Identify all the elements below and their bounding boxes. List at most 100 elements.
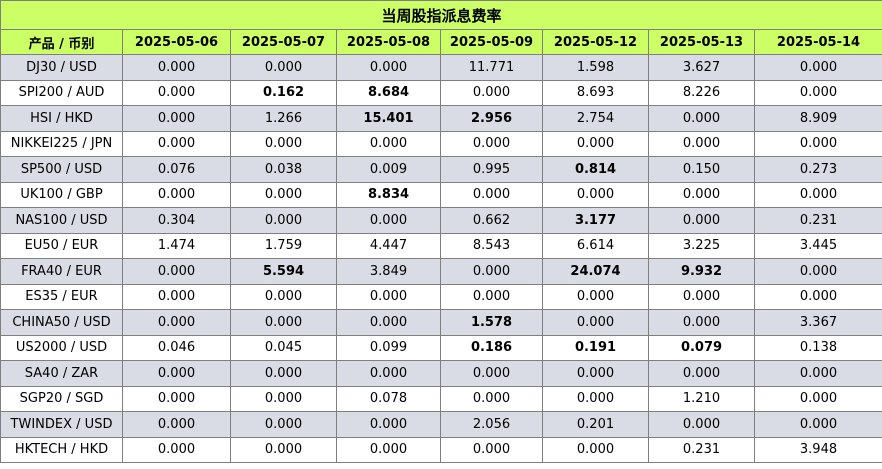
column-header-date: 2025-05-08: [336, 29, 441, 55]
rate-cell: 0.000: [122, 258, 231, 285]
product-cell: EU50 / EUR: [0, 232, 123, 259]
rate-cell: 0.000: [122, 79, 231, 106]
rate-cell: 0.000: [230, 411, 337, 438]
rate-cell: 8.684: [336, 79, 441, 106]
rate-cell: 8.909: [753, 105, 882, 132]
rate-cell: 0.000: [753, 79, 882, 106]
product-cell: NAS100 / USD: [0, 207, 123, 234]
rate-cell: 0.000: [336, 207, 441, 234]
column-header-product: 产品 / 币别: [0, 29, 123, 55]
rate-cell: 0.000: [753, 130, 882, 157]
rate-cell: 0.000: [542, 385, 649, 412]
rate-cell: 0.000: [336, 411, 441, 438]
rate-cell: 0.000: [230, 54, 337, 81]
rate-cell: 0.000: [122, 130, 231, 157]
rate-cell: 0.000: [648, 360, 755, 387]
table-row: NIKKEI225 / JPN 0.000 0.000 0.000 0.000 0.000…: [0, 130, 882, 157]
rate-cell: 3.849: [336, 258, 441, 285]
product-cell: DJ30 / USD: [0, 54, 123, 81]
rate-cell: 0.079: [648, 334, 755, 361]
rate-cell: 3.367: [753, 309, 882, 336]
table-row: FRA40 / EUR 0.000 5.594 3.849 0.000 24.074 9.9…: [0, 258, 882, 285]
rate-cell: 0.046: [122, 334, 231, 361]
rate-cell: 0.000: [542, 181, 649, 208]
table-row: UK100 / GBP 0.000 0.000 8.834 0.000 0.000 0.00…: [0, 181, 882, 208]
rate-cell: 0.000: [542, 360, 649, 387]
rate-cell: 0.000: [542, 130, 649, 157]
rate-cell: 0.231: [648, 436, 755, 463]
table-row: SPI200 / AUD 0.000 0.162 8.684 0.000 8.693 8.2…: [0, 79, 882, 106]
rate-cell: 0.995: [440, 156, 543, 183]
product-cell: HSI / HKD: [0, 105, 123, 132]
rate-cell: 0.000: [440, 436, 543, 463]
rate-cell: 2.754: [542, 105, 649, 132]
rate-cell: 0.009: [336, 156, 441, 183]
rate-cell: 0.662: [440, 207, 543, 234]
product-cell: CHINA50 / USD: [0, 309, 123, 336]
product-cell: SP500 / USD: [0, 156, 123, 183]
table-row: SGP20 / SGD 0.000 0.000 0.078 0.000 0.000 1.21…: [0, 385, 882, 412]
rate-cell: 0.000: [122, 360, 231, 387]
rate-cell: 24.074: [542, 258, 649, 285]
rate-cell: 0.000: [230, 130, 337, 157]
table-row: SP500 / USD 0.076 0.038 0.009 0.995 0.814 0.15…: [0, 156, 882, 183]
rate-cell: 0.000: [753, 411, 882, 438]
rate-cell: 0.000: [440, 283, 543, 310]
rate-cell: 0.000: [753, 360, 882, 387]
rate-cell: 0.000: [336, 54, 441, 81]
rate-cell: 3.445: [753, 232, 882, 259]
rate-cell: 0.000: [122, 385, 231, 412]
table-row: NAS100 / USD 0.304 0.000 0.000 0.662 3.177 0.0…: [0, 207, 882, 234]
table-row: ES35 / EUR 0.000 0.000 0.000 0.000 0.000 0.000…: [0, 283, 882, 310]
rate-cell: 0.000: [230, 360, 337, 387]
product-cell: SGP20 / SGD: [0, 385, 123, 412]
product-cell: ES35 / EUR: [0, 283, 123, 310]
table-row: US2000 / USD 0.046 0.045 0.099 0.186 0.191 0.0…: [0, 334, 882, 361]
rate-cell: 1.474: [122, 232, 231, 259]
rate-cell: 0.000: [440, 385, 543, 412]
rate-cell: 1.759: [230, 232, 337, 259]
rate-cell: 0.000: [542, 436, 649, 463]
rate-cell: 3.177: [542, 207, 649, 234]
rate-cell: 0.000: [753, 283, 882, 310]
rate-cell: 3.627: [648, 54, 755, 81]
table-title: 当周股指派息费率: [0, 0, 882, 30]
rate-cell: 0.000: [230, 385, 337, 412]
rate-cell: 9.932: [648, 258, 755, 285]
table-row: EU50 / EUR 1.474 1.759 4.447 8.543 6.614 3.225…: [0, 232, 882, 259]
rate-cell: 0.000: [122, 411, 231, 438]
rate-cell: 3.948: [753, 436, 882, 463]
rate-cell: 0.000: [336, 283, 441, 310]
product-cell: FRA40 / EUR: [0, 258, 123, 285]
rate-cell: 1.598: [542, 54, 649, 81]
rate-cell: 0.000: [230, 207, 337, 234]
rate-cell: 0.000: [753, 54, 882, 81]
rate-cell: 0.000: [122, 309, 231, 336]
rate-cell: 0.045: [230, 334, 337, 361]
rate-cell: 0.000: [440, 258, 543, 285]
table-row: HKTECH / HKD 0.000 0.000 0.000 0.000 0.000 0.2…: [0, 436, 882, 463]
rate-cell: 2.056: [440, 411, 543, 438]
rate-cell: 0.000: [648, 411, 755, 438]
rate-cell: 0.000: [440, 130, 543, 157]
table-row: TWINDEX / USD 0.000 0.000 0.000 2.056 0.201 0.…: [0, 411, 882, 438]
rate-cell: 15.401: [336, 105, 441, 132]
rate-cell: 0.000: [230, 436, 337, 463]
rate-cell: 0.150: [648, 156, 755, 183]
rate-cell: 0.000: [336, 436, 441, 463]
rate-cell: 0.273: [753, 156, 882, 183]
rate-cell: 0.162: [230, 79, 337, 106]
rate-cell: 1.266: [230, 105, 337, 132]
product-cell: HKTECH / HKD: [0, 436, 123, 463]
product-cell: NIKKEI225 / JPN: [0, 130, 123, 157]
rate-cell: 0.000: [440, 360, 543, 387]
column-header-date: 2025-05-13: [648, 29, 755, 55]
rate-cell: 5.594: [230, 258, 337, 285]
rate-cell: 0.000: [753, 258, 882, 285]
rate-cell: 0.201: [542, 411, 649, 438]
product-cell: UK100 / GBP: [0, 181, 123, 208]
column-header-date: 2025-05-09: [440, 29, 543, 55]
rate-cell: 8.543: [440, 232, 543, 259]
rate-cell: 0.000: [648, 130, 755, 157]
column-header-date: 2025-05-07: [230, 29, 337, 55]
